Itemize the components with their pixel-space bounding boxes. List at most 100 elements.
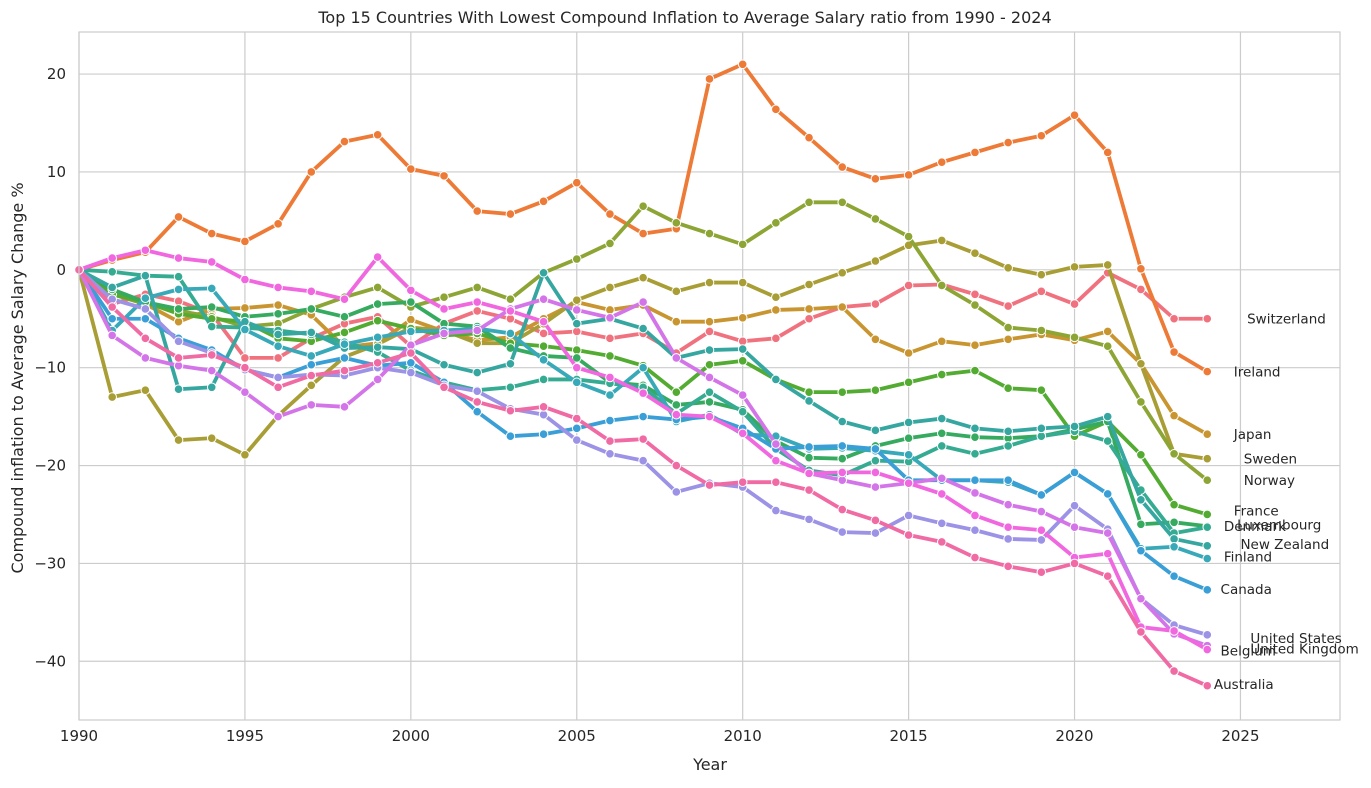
- data-point-switzerland: [804, 313, 814, 324]
- data-point-new-zealand: [472, 367, 483, 378]
- data-point-australia: [273, 382, 283, 393]
- data-point-japan: [837, 302, 848, 312]
- end-label-norway: Norway: [1244, 473, 1295, 489]
- data-point-australia: [1136, 627, 1146, 637]
- data-point-australia: [737, 477, 748, 487]
- data-point-australia: [505, 405, 516, 416]
- data-point-sweden: [1202, 453, 1213, 464]
- data-point-australia: [206, 350, 217, 360]
- data-point-united-kingdom: [571, 305, 582, 315]
- data-point-switzerland: [771, 333, 781, 344]
- data-point-united-kingdom: [936, 473, 947, 484]
- data-point-sweden: [970, 248, 980, 258]
- data-point-belgium: [571, 362, 582, 373]
- end-label-japan: Japan: [1233, 427, 1272, 443]
- data-point-new-zealand: [1003, 426, 1013, 437]
- data-point-sweden: [1003, 263, 1013, 273]
- y-tick-label: 10: [47, 163, 66, 181]
- data-point-united-states: [173, 336, 184, 347]
- data-point-ireland: [472, 206, 483, 216]
- data-point-ireland: [638, 228, 648, 239]
- data-point-belgium: [472, 297, 483, 307]
- data-point-finland: [1169, 541, 1179, 552]
- data-point-united-states: [1036, 535, 1047, 545]
- data-point-belgium: [1003, 522, 1013, 533]
- data-point-denmark: [505, 382, 516, 393]
- data-point-finland: [273, 341, 283, 351]
- data-point-denmark: [970, 449, 980, 459]
- data-point-finland: [140, 293, 151, 303]
- data-point-australia: [837, 504, 848, 515]
- data-point-australia: [936, 537, 947, 547]
- data-point-japan: [804, 304, 814, 314]
- data-point-switzerland: [1036, 286, 1047, 297]
- data-point-canada: [870, 444, 881, 454]
- data-point-norway: [1202, 475, 1213, 486]
- data-point-australia: [870, 515, 881, 526]
- data-point-sweden: [804, 279, 814, 290]
- data-point-norway: [771, 218, 781, 228]
- end-label-new-zealand: New Zealand: [1240, 537, 1329, 553]
- data-point-belgium: [1202, 644, 1213, 655]
- data-point-belgium: [737, 428, 748, 439]
- data-point-united-kingdom: [771, 439, 781, 449]
- data-point-sweden: [472, 338, 483, 349]
- data-point-belgium: [439, 304, 449, 314]
- data-point-united-states: [273, 372, 283, 383]
- data-point-new-zealand: [704, 345, 715, 355]
- data-point-australia: [1069, 558, 1080, 569]
- data-point-france: [737, 356, 748, 366]
- data-point-france: [571, 345, 582, 355]
- data-point-ireland: [936, 157, 947, 167]
- data-point-switzerland: [571, 326, 582, 337]
- x-axis-label: Year: [692, 755, 727, 774]
- data-point-luxembourg: [903, 433, 914, 443]
- data-point-norway: [804, 197, 814, 208]
- data-point-australia: [903, 530, 914, 540]
- data-point-australia: [439, 382, 449, 393]
- data-point-united-kingdom: [472, 325, 483, 336]
- y-tick-label: 0: [56, 261, 66, 279]
- data-point-belgium: [107, 253, 117, 263]
- series-new-zealand: [74, 265, 1213, 551]
- data-point-sweden: [605, 282, 615, 293]
- data-point-norway: [638, 201, 648, 212]
- data-point-new-zealand: [173, 384, 184, 395]
- data-point-new-zealand: [107, 282, 117, 293]
- data-point-sweden: [737, 277, 748, 288]
- data-point-canada: [605, 415, 615, 426]
- data-point-belgium: [903, 478, 914, 488]
- data-point-sweden: [173, 435, 184, 445]
- data-point-australia: [671, 460, 682, 471]
- data-point-denmark: [704, 387, 715, 397]
- data-point-japan: [870, 334, 881, 345]
- data-point-united-kingdom: [704, 372, 715, 383]
- data-point-norway: [737, 239, 748, 250]
- data-point-new-zealand: [804, 396, 814, 406]
- data-point-united-kingdom: [870, 482, 881, 492]
- y-tick-label: 20: [47, 65, 66, 83]
- end-label-canada: Canada: [1221, 582, 1272, 598]
- data-point-ireland: [1003, 137, 1013, 148]
- data-point-new-zealand: [571, 318, 582, 329]
- data-point-australia: [1003, 561, 1013, 572]
- data-point-norway: [671, 218, 682, 228]
- data-point-japan: [406, 314, 416, 325]
- data-point-sweden: [107, 392, 117, 402]
- data-point-sweden: [870, 256, 881, 266]
- x-tick-label: 2020: [1055, 727, 1093, 745]
- data-point-united-kingdom: [173, 360, 184, 371]
- data-point-ireland: [1136, 264, 1146, 274]
- x-tick-label: 2010: [724, 727, 762, 745]
- data-point-luxembourg: [372, 299, 383, 309]
- data-point-france: [804, 387, 814, 397]
- data-point-ireland: [505, 209, 516, 219]
- data-point-united-kingdom: [538, 294, 549, 304]
- data-point-switzerland: [1169, 313, 1179, 324]
- data-point-united-kingdom: [206, 365, 217, 376]
- end-label-united-kingdom: United Kingdom: [1250, 642, 1358, 658]
- data-point-united-states: [1202, 630, 1213, 640]
- data-point-united-states: [970, 525, 980, 535]
- data-point-switzerland: [704, 326, 715, 337]
- data-point-australia: [339, 365, 350, 376]
